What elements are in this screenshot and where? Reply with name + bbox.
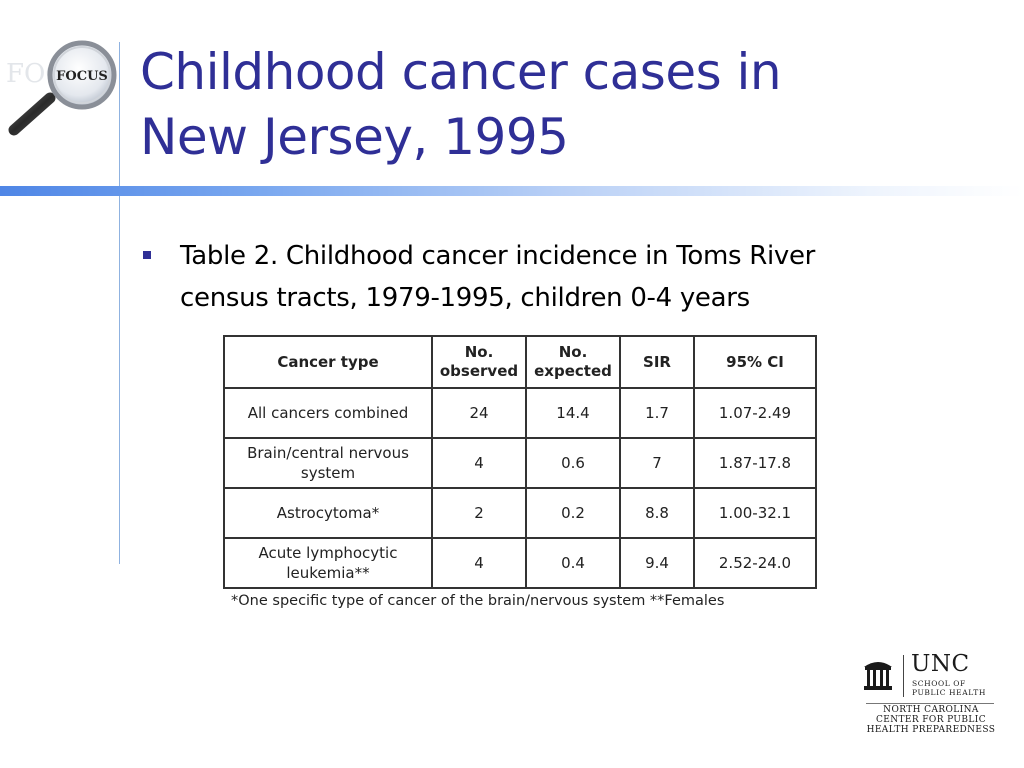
cell-expected: 0.6 xyxy=(525,437,621,489)
cell-ci: 1.87-17.8 xyxy=(693,437,817,489)
cell-expected: 14.4 xyxy=(525,387,621,439)
table-row: All cancers combined 24 14.4 1.7 1.07-2.… xyxy=(223,387,817,439)
cell-ci: 2.52-24.0 xyxy=(693,537,817,589)
old-well-icon xyxy=(864,662,892,690)
bullet-item: Table 2. Childhood cancer incidence in T… xyxy=(143,235,973,319)
unc-logo: UNC SCHOOL OF PUBLIC HEALTH NORTH CAROLI… xyxy=(862,651,1002,737)
bullet-line: census tracts, 1979-1995, children 0-4 y… xyxy=(180,283,750,313)
slide-title-line: New Jersey, 1995 xyxy=(140,108,569,166)
cell-cancer-type: Astrocytoma* xyxy=(223,487,433,539)
left-rule xyxy=(119,42,120,564)
table-row: Astrocytoma* 2 0.2 8.8 1.00-32.1 xyxy=(223,487,817,539)
cell-cancer-type: All cancers combined xyxy=(223,387,433,439)
unc-logo-name: UNC xyxy=(911,651,970,677)
header-ci: 95% CI xyxy=(693,335,817,389)
magnifying-glass-icon: FOCUS FOCUS xyxy=(6,40,117,136)
unc-logo-school: SCHOOL OF PUBLIC HEALTH xyxy=(912,679,986,697)
cell-ci: 1.07-2.49 xyxy=(693,387,817,439)
cell-sir: 7 xyxy=(619,437,695,489)
cell-sir: 9.4 xyxy=(619,537,695,589)
table-footnote: *One specific type of cancer of the brai… xyxy=(231,593,725,609)
table-row: Acute lymphocytic leukemia** 4 0.4 9.4 2.… xyxy=(223,537,817,589)
incidence-table-figure: Cancer type No. observed No. expected SIR … xyxy=(223,335,819,609)
unc-logo-center: NORTH CAROLINA CENTER FOR PUBLIC HEALTH … xyxy=(866,705,996,735)
slide-title-line: Childhood cancer cases in xyxy=(140,43,782,101)
focus-logo-text: FOCUS xyxy=(56,69,108,84)
cell-observed: 4 xyxy=(431,537,527,589)
cell-observed: 4 xyxy=(431,437,527,489)
cell-sir: 1.7 xyxy=(619,387,695,439)
focus-logo: FOCUS FOCUS xyxy=(0,30,125,145)
bullet-square-icon xyxy=(143,251,151,259)
cell-expected: 0.2 xyxy=(525,487,621,539)
cell-observed: 2 xyxy=(431,487,527,539)
header-cancer-type: Cancer type xyxy=(223,335,433,389)
table-header-row: Cancer type No. observed No. expected SIR … xyxy=(223,335,817,389)
bullet-text: Table 2. Childhood cancer incidence in T… xyxy=(180,235,973,319)
cell-sir: 8.8 xyxy=(619,487,695,539)
header-expected: No. expected xyxy=(525,335,621,389)
unc-logo-divider xyxy=(903,655,904,697)
header-observed: No. observed xyxy=(431,335,527,389)
incidence-table: Cancer type No. observed No. expected SIR … xyxy=(223,335,817,589)
unc-logo-rule xyxy=(866,703,994,704)
table-row: Brain/central nervous system 4 0.6 7 1.87… xyxy=(223,437,817,489)
header-sir: SIR xyxy=(619,335,695,389)
bullet-line: Table 2. Childhood cancer incidence in T… xyxy=(180,241,816,271)
cell-observed: 24 xyxy=(431,387,527,439)
slide-title: Childhood cancer cases in New Jersey, 19… xyxy=(140,40,1000,170)
cell-cancer-type: Acute lymphocytic leukemia** xyxy=(223,537,433,589)
cell-expected: 0.4 xyxy=(525,537,621,589)
cell-ci: 1.00-32.1 xyxy=(693,487,817,539)
title-underline-bar xyxy=(0,186,1024,196)
cell-cancer-type: Brain/central nervous system xyxy=(223,437,433,489)
